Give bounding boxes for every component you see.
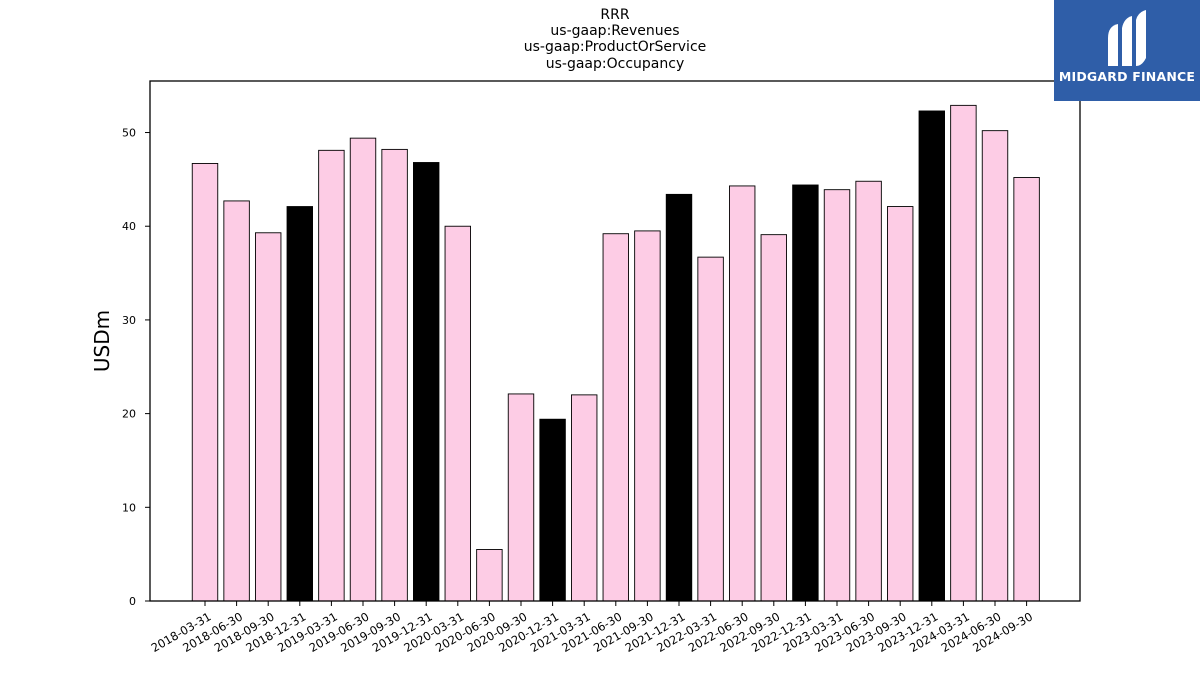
bar-2019-09-30 — [381, 148, 408, 602]
bar-2019-03-31 — [318, 149, 345, 602]
bar-2018-09-30 — [254, 232, 282, 602]
bar-2020-03-31 — [444, 225, 471, 602]
title-line-4: us-gaap:Occupancy — [545, 56, 685, 72]
bar-2021-12-31 — [665, 193, 693, 602]
bar-2020-09-30 — [507, 393, 535, 602]
y-axis: 0 10 20 30 40 50 — [122, 127, 150, 608]
bar-2019-12-31 — [413, 162, 440, 602]
bar-2023-06-30 — [855, 180, 882, 602]
bar-2022-06-30 — [729, 185, 756, 602]
bar-2019-06-30 — [349, 137, 377, 602]
bars-group — [191, 104, 1040, 602]
title-line-2: us-gaap:Revenues — [550, 23, 680, 39]
midgard-finance-logo: MIDGARD FINANCE — [1054, 0, 1200, 101]
y-tick-label: 50 — [122, 127, 136, 140]
bar-2023-03-31 — [823, 189, 851, 602]
bar-2023-09-30 — [887, 206, 914, 602]
bar-2021-09-30 — [634, 230, 661, 602]
bar-2024-06-30 — [981, 130, 1009, 602]
y-axis-label: USDm — [90, 310, 114, 372]
bar-2023-12-31 — [918, 110, 945, 602]
title-line-1: RRR — [600, 7, 630, 23]
bar-2020-06-30 — [476, 549, 503, 602]
bar-2022-12-31 — [792, 184, 819, 602]
logo-text: MIDGARD FINANCE — [1058, 69, 1196, 84]
bar-2018-12-31 — [286, 206, 313, 602]
y-tick-label: 10 — [122, 501, 136, 514]
bar-2018-03-31 — [191, 162, 219, 602]
x-axis: 2018-03-312018-06-302018-09-302018-12-31… — [149, 601, 1035, 655]
bar-2024-09-30 — [1013, 177, 1040, 602]
logo-mark-icon — [1108, 10, 1146, 66]
y-tick-label: 0 — [129, 595, 136, 608]
y-tick-label: 30 — [122, 314, 136, 327]
plot-frame — [149, 80, 1081, 602]
title-line-3: us-gaap:ProductOrService — [523, 39, 707, 55]
bar-2020-12-31 — [539, 418, 566, 602]
y-tick-label: 20 — [122, 408, 136, 421]
bar-2021-06-30 — [602, 233, 629, 602]
bar-2021-03-31 — [571, 394, 598, 602]
bar-2022-03-31 — [697, 256, 724, 602]
y-tick-label: 40 — [122, 220, 136, 233]
bar-2018-06-30 — [223, 200, 250, 602]
bar-2024-03-31 — [950, 104, 977, 602]
bar-2022-09-30 — [760, 234, 787, 602]
